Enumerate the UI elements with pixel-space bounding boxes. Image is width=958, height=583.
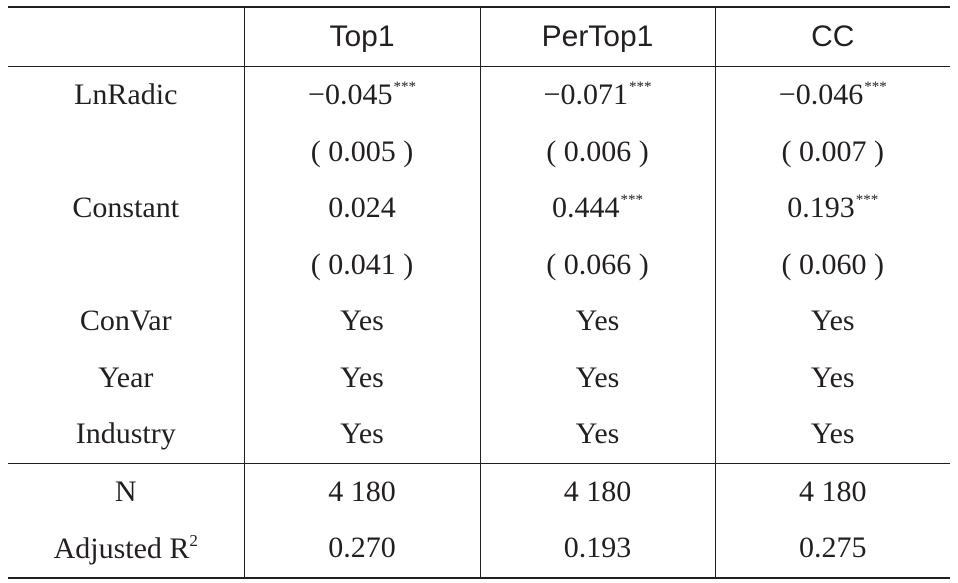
cell-value: 0.270 (328, 531, 396, 565)
table-cell: Yes (479, 293, 715, 350)
cell-value: Yes (340, 360, 384, 394)
header-cell-variable (8, 7, 244, 67)
table-cell: 0.046*** (714, 66, 950, 124)
cell-value: ( 0.041 ) (310, 247, 414, 281)
table-cell: ( 0.041 ) (243, 236, 480, 293)
row-label: Constant (8, 180, 244, 237)
cell-value: 0.193 (787, 191, 855, 225)
cell-value: Yes (810, 360, 855, 394)
row-label-text: Constant (72, 191, 180, 225)
row-label-text: LnRadic (74, 78, 178, 112)
table-row: Adjusted R2 0.270 0.193 0.275 (8, 520, 950, 578)
cell-value: 4 180 (328, 474, 396, 508)
cell-value: 0.045 (308, 78, 392, 111)
table-cell: 0.193*** (714, 180, 950, 237)
significance-stars: *** (628, 79, 652, 96)
table-cell: 0.045*** (243, 66, 480, 124)
table-cell: ( 0.005 ) (243, 123, 480, 180)
row-label-text: ConVar (79, 304, 172, 338)
table-cell: Yes (243, 406, 480, 463)
row-label (8, 124, 244, 181)
cell-value: Yes (810, 304, 855, 338)
row-label: LnRadic (8, 67, 244, 124)
cell-value: 0.193 (563, 531, 632, 565)
table-row: Industry Yes Yes Yes (8, 406, 950, 463)
header-cell-cc: CC (714, 7, 950, 67)
table-cell: 0.444*** (479, 180, 715, 237)
cell-value: 4 180 (799, 474, 867, 508)
row-label: N (8, 462, 244, 520)
row-label: Adjusted R2 (8, 520, 244, 578)
table-cell: Yes (714, 293, 950, 350)
table-cell: ( 0.006 ) (479, 123, 715, 180)
header-row: Top1 PerTop1 CC (8, 7, 950, 67)
row-label-text: Adjusted R (53, 531, 190, 565)
cell-value: Yes (575, 417, 620, 451)
cell-value: Yes (575, 360, 620, 394)
cell-value: Yes (340, 304, 384, 338)
table-body: LnRadic0.045***0.071***0.046***( 0.005 )… (8, 66, 950, 578)
row-label: ConVar (8, 293, 244, 350)
table-cell: ( 0.007 ) (714, 123, 950, 180)
cell-value: ( 0.060 ) (781, 247, 884, 281)
table-cell: Yes (479, 349, 715, 406)
significance-stars: *** (855, 192, 879, 209)
row-label-text: Year (98, 360, 154, 394)
cell-value: ( 0.066 ) (546, 247, 649, 281)
table-row: Constant 0.024 0.444*** 0.193*** (8, 180, 950, 237)
table-cell: 0.193 (479, 520, 715, 578)
table-cell: 4 180 (243, 462, 480, 520)
table-cell: ( 0.066 ) (479, 236, 715, 293)
table-cell: 4 180 (714, 462, 950, 520)
table-cell: 0.270 (243, 520, 480, 578)
cell-value: ( 0.006 ) (546, 134, 649, 168)
table-row: ( 0.005 ) ( 0.006 ) ( 0.007 ) (8, 123, 950, 181)
cell-value: Yes (575, 304, 620, 338)
table-cell: 0.275 (714, 520, 950, 578)
header-cell-top1: Top1 (243, 7, 480, 67)
row-label: Industry (8, 406, 244, 463)
cell-value: 0.071 (544, 78, 628, 111)
header-cell-pertop1: PerTop1 (479, 7, 715, 67)
table-row: ( 0.041 ) ( 0.066 ) ( 0.060 ) (8, 236, 950, 294)
table-cell: Yes (243, 293, 480, 350)
row-label (8, 237, 244, 294)
table-cell: 0.071*** (479, 66, 715, 124)
regression-table: Top1 PerTop1 CC LnRadic0.045***0.071***0… (8, 6, 950, 579)
cell-value: 0.024 (328, 191, 396, 225)
table-row: LnRadic0.045***0.071***0.046*** (8, 66, 950, 124)
table-cell: ( 0.060 ) (714, 236, 950, 293)
table-cell: 0.024 (243, 180, 480, 237)
table-row: ConVar Yes Yes Yes (8, 293, 950, 350)
cell-value: ( 0.007 ) (781, 134, 884, 168)
cell-value: Yes (810, 417, 855, 451)
cell-value: Yes (340, 417, 384, 451)
cell-value: 0.046 (779, 78, 863, 111)
table-cell: Yes (243, 349, 480, 406)
significance-stars: *** (620, 192, 644, 209)
table-cell: Yes (714, 349, 950, 406)
row-label-superscript: 2 (189, 530, 198, 550)
table-cell: Yes (714, 406, 950, 463)
table-cell: Yes (479, 406, 715, 463)
cell-value: ( 0.005 ) (310, 134, 414, 168)
table-row: Year Yes Yes Yes (8, 349, 950, 407)
table-cell: 4 180 (479, 462, 715, 520)
row-label: Year (8, 350, 244, 407)
cell-value: 0.444 (552, 191, 620, 225)
cell-value: 4 180 (563, 474, 632, 508)
row-label-text: Industry (75, 417, 176, 451)
table-row: N 4 180 4 180 4 180 (8, 462, 950, 520)
row-label-text: N (114, 474, 137, 508)
significance-stars: *** (393, 79, 416, 96)
significance-stars: *** (864, 79, 887, 96)
cell-value: 0.275 (799, 531, 867, 565)
